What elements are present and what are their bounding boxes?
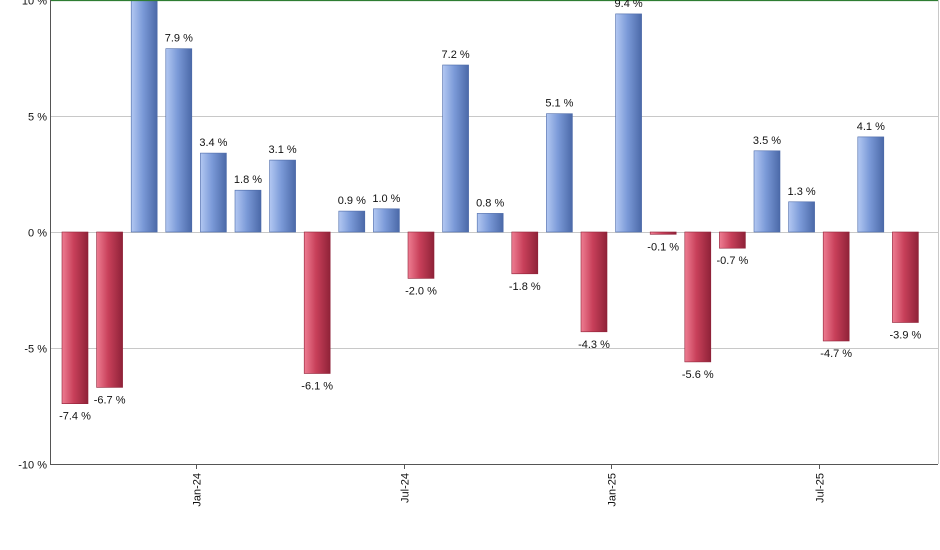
data-label: -6.7 % [94, 394, 126, 406]
bars [61, 0, 919, 404]
data-label: 9.4 % [615, 0, 643, 10]
data-label: -0.7 % [717, 255, 749, 267]
bar [338, 210, 366, 233]
y-tick-label: 5 % [28, 112, 47, 124]
bar [546, 113, 573, 233]
bar [892, 231, 919, 323]
bar [580, 231, 608, 333]
bar [96, 231, 123, 388]
bar [61, 231, 89, 404]
data-label: 1.0 % [372, 193, 400, 205]
bar [753, 150, 781, 233]
data-label: 0.8 % [476, 197, 504, 209]
y-tick-label: -5 % [24, 344, 47, 356]
bar [649, 231, 677, 235]
data-label: -4.7 % [820, 348, 852, 360]
data-label: 7.9 % [165, 33, 193, 45]
data-label: -1.8 % [509, 281, 541, 293]
data-label: 3.4 % [199, 137, 227, 149]
data-label: 5.1 % [545, 98, 573, 110]
data-label: 3.1 % [269, 144, 297, 156]
bar [788, 201, 815, 233]
bar [303, 231, 331, 374]
bar [719, 231, 746, 249]
bar [269, 159, 296, 233]
data-label: 1.3 % [788, 186, 816, 198]
data-label: 0.9 % [338, 195, 366, 207]
bar [857, 136, 885, 233]
data-label: 1.8 % [234, 174, 262, 186]
bar [200, 152, 227, 233]
x-tick-label: Jan-24 [192, 473, 204, 507]
bar [130, 0, 158, 233]
bar [511, 231, 539, 275]
bar [407, 231, 435, 279]
data-label: -7.4 % [59, 411, 91, 423]
axes: 10 % 5 % 0 % -5 % -10 % Jan-24 Jul-24 Jan-25 Jul… [18, 0, 938, 507]
x-tick-label: Jul-25 [815, 473, 827, 503]
bar [373, 208, 400, 233]
data-label: -0.1 % [647, 241, 679, 253]
y-tick-label: 0 % [28, 228, 47, 240]
bar [234, 189, 262, 233]
bar [615, 13, 642, 233]
data-label: -2.0 % [405, 285, 437, 297]
data-label: -6.1 % [301, 381, 333, 393]
data-label: -4.3 % [578, 339, 610, 351]
data-label: -5.6 % [682, 369, 714, 381]
bar [822, 231, 850, 342]
bar [442, 64, 469, 233]
data-label: 7.2 % [442, 49, 470, 61]
bar [684, 231, 712, 363]
x-tick-label: Jul-24 [400, 473, 412, 503]
y-tick-label: 10 % [22, 0, 47, 8]
data-labels: -7.4 %-6.7 %10.8 %7.9 %3.4 %1.8 %3.1 %-6… [59, 0, 921, 423]
data-label: -3.9 % [890, 330, 922, 342]
bar [476, 213, 504, 233]
data-label: 4.1 % [857, 121, 885, 133]
data-label: 3.5 % [753, 135, 781, 147]
x-tick-label: Jan-25 [607, 473, 619, 507]
y-tick-label: -10 % [18, 460, 47, 472]
bar [165, 48, 193, 233]
